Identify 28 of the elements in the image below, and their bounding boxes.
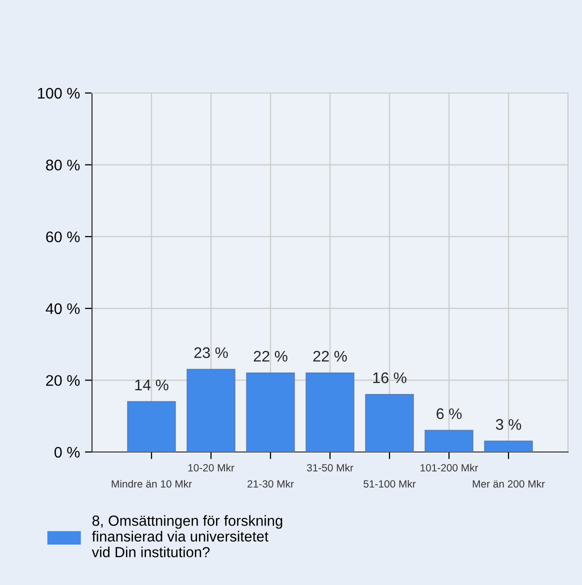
bar (484, 440, 533, 452)
x-tick-label: 21-30 Mkr (248, 480, 294, 488)
data-label: 6 % (436, 408, 462, 420)
y-tick-label: 60 % (46, 231, 80, 242)
bar (306, 372, 354, 452)
legend-label: 8, Omsättningen för forskning finansierad via universitetet vid Din institution? (92, 515, 282, 558)
data-label: 22 % (313, 350, 347, 362)
data-label: 14 % (135, 380, 168, 390)
bar (424, 430, 474, 452)
x-tick-label: Mindre än 10 Mkr (112, 480, 192, 488)
bar (186, 368, 236, 452)
x-tick-label: 101-200 Mkr (420, 464, 478, 472)
data-label: 16 % (373, 372, 406, 384)
data-label: 23 % (194, 347, 228, 358)
y-tick-label: 80 % (46, 160, 80, 170)
x-tick-label: Mer än 200 Mkr (472, 480, 545, 488)
data-label: 22 % (254, 350, 288, 362)
data-label: 3 % (496, 419, 522, 430)
x-tick-label: 51-100 Mkr (364, 480, 416, 488)
y-tick-label: 20 % (46, 375, 80, 386)
y-tick-label: 0 % (54, 446, 80, 458)
y-tick-label: 100 % (38, 88, 80, 99)
bar (127, 401, 176, 452)
bar (246, 372, 295, 452)
bar (365, 394, 414, 452)
x-tick-label: 10-20 Mkr (188, 464, 234, 472)
y-tick-label: 40 % (46, 303, 80, 314)
x-tick-label: 31-50 Mkr (306, 464, 354, 472)
